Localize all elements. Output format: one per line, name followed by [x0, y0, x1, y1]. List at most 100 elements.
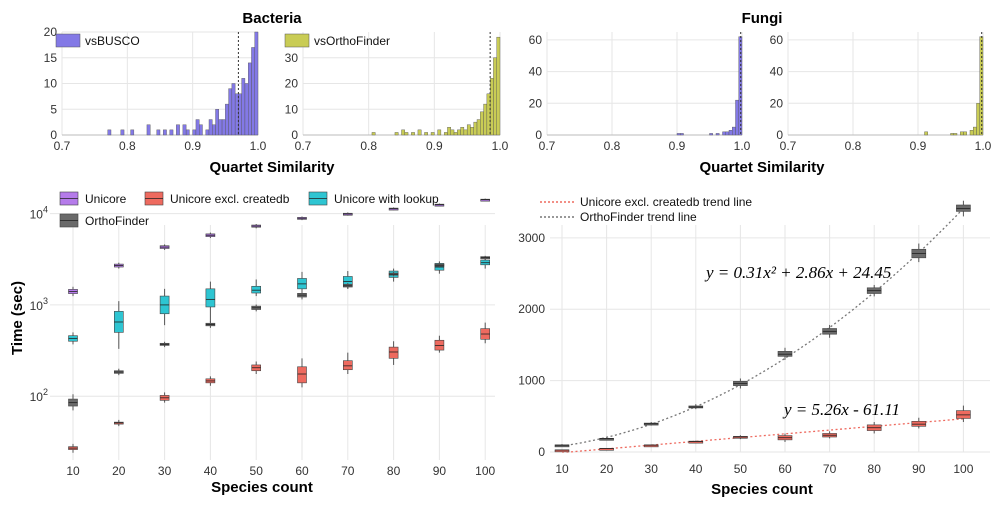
- y-tick-label: 2000: [518, 302, 545, 316]
- x-tick-label: 70: [341, 464, 355, 478]
- histogram-bar: [950, 133, 954, 136]
- x-tick-label: 50: [250, 464, 264, 478]
- x-tick-label: 1.0: [975, 139, 992, 153]
- y-tick-label: 1000: [518, 374, 545, 388]
- histogram-bar: [489, 78, 494, 136]
- x-tick-label: 60: [778, 462, 792, 476]
- x-tick-label: 40: [689, 462, 703, 476]
- y-tick-label: 10: [285, 102, 299, 116]
- x-tick-label: 1.0: [734, 139, 751, 153]
- y-tick-label: 0: [535, 128, 542, 142]
- legend-label: Unicore excl. createdb trend line: [580, 195, 752, 209]
- x-tick-label: 100: [475, 464, 495, 478]
- x-tick-label: 80: [868, 462, 882, 476]
- x-tick-label: 0.9: [669, 139, 686, 153]
- x-tick-label: 0.9: [910, 139, 927, 153]
- legend-label: OrthoFinder: [85, 214, 149, 228]
- x-tick-label: 90: [912, 462, 926, 476]
- x-tick-label: 0.7: [295, 139, 312, 153]
- quadratic-equation: y = 0.31x² + 2.86x + 24.45: [704, 263, 891, 282]
- species-xlabel-right: Species count: [711, 481, 813, 498]
- histogram-bar: [218, 119, 223, 136]
- y-tick-label: 102: [30, 387, 48, 404]
- y-tick-label: 20: [770, 96, 784, 110]
- x-tick-label: 10: [555, 462, 569, 476]
- box-body: [251, 285, 261, 294]
- x-tick-label: 80: [387, 464, 401, 478]
- box-body: [205, 288, 216, 308]
- x-tick-label: 0.7: [54, 139, 71, 153]
- histogram-bar: [447, 127, 451, 136]
- histogram-bar: [247, 62, 252, 136]
- histogram-bar: [231, 83, 236, 136]
- histogram-bar: [176, 124, 180, 136]
- histogram-bar: [676, 133, 681, 136]
- x-tick-label: 0.8: [845, 139, 862, 153]
- histogram-bar: [107, 129, 112, 136]
- histogram-bar: [463, 129, 468, 136]
- histogram-bar: [404, 132, 409, 136]
- bacteria-orthofinder-histogram: 0.7 0.8 0.9 1.0 0 10 20 30 vsOrthoFinder: [285, 32, 509, 153]
- x-tick-label: 50: [734, 462, 748, 476]
- histogram-bar: [411, 132, 415, 136]
- fungi-busco-histogram: 0.7 0.8 0.9 1.0 0 20 40 60: [529, 32, 751, 153]
- histogram-bar: [192, 129, 197, 136]
- legend-label: vsOrthoFinder: [314, 34, 390, 48]
- x-tick-label: 0.8: [360, 139, 377, 153]
- histogram-bar: [496, 36, 501, 136]
- trend-line: [561, 208, 964, 447]
- legend-label: vsBUSCO: [85, 34, 140, 48]
- histogram-bar: [424, 132, 428, 136]
- species-xlabel-left: Species count: [211, 479, 313, 496]
- x-tick-label: 0.8: [604, 139, 621, 153]
- x-tick-label: 0.9: [184, 139, 201, 153]
- y-tick-label: 103: [30, 296, 48, 313]
- histogram-bar: [225, 103, 229, 136]
- histogram-bar: [953, 133, 958, 136]
- histogram-bar: [443, 132, 448, 136]
- histogram-bar: [198, 124, 203, 136]
- histogram-bar: [221, 119, 226, 136]
- quartet-xlabel-left: Quartet Similarity: [209, 159, 335, 176]
- legend-label: Unicore with lookup: [334, 192, 439, 206]
- x-tick-label: 1.0: [492, 139, 509, 153]
- linear-equation: y = 5.26x - 61.11: [782, 400, 900, 419]
- histogram-bar: [973, 126, 977, 136]
- y-tick-label: 0: [291, 128, 298, 142]
- trend-line: [562, 418, 964, 453]
- histogram-bar: [163, 129, 167, 136]
- x-tick-label: 0.7: [780, 139, 797, 153]
- histogram-bar: [976, 103, 980, 136]
- histogram-bar: [483, 103, 488, 136]
- histogram-bar: [476, 119, 481, 136]
- histogram-bar: [215, 109, 220, 136]
- y-tick-label: 0: [50, 128, 57, 142]
- y-tick-label: 60: [529, 33, 543, 47]
- histogram-bar: [466, 124, 471, 136]
- bacteria-busco-histogram: 0.7 0.8 0.9 1.0 0 5 10 15 20 vsBUSCO: [44, 25, 267, 153]
- histogram-bar: [722, 131, 726, 136]
- histogram-bar: [728, 130, 733, 136]
- box-body: [388, 346, 399, 359]
- legend-label: Unicore: [85, 192, 127, 206]
- y-tick-label: 20: [529, 96, 543, 110]
- histogram-bar: [195, 119, 200, 136]
- histogram-bar: [715, 133, 720, 136]
- x-tick-label: 1.0: [250, 139, 267, 153]
- x-tick-label: 90: [433, 464, 447, 478]
- histogram-bar: [182, 124, 187, 136]
- histogram-bar: [725, 131, 730, 136]
- box-body: [342, 360, 353, 371]
- histogram-bar: [251, 47, 255, 136]
- histogram-bar: [130, 129, 135, 136]
- fungi-title: Fungi: [742, 10, 783, 27]
- histogram-bar: [457, 129, 461, 136]
- x-tick-label: 20: [600, 462, 614, 476]
- y-tick-label: 0: [776, 128, 783, 142]
- y-tick-label: 20: [285, 77, 299, 91]
- histogram-bar: [480, 111, 484, 136]
- quartet-xlabel-right: Quartet Similarity: [699, 159, 825, 176]
- histogram-bar: [470, 127, 474, 136]
- histogram-bar: [924, 131, 928, 136]
- x-tick-label: 70: [823, 462, 837, 476]
